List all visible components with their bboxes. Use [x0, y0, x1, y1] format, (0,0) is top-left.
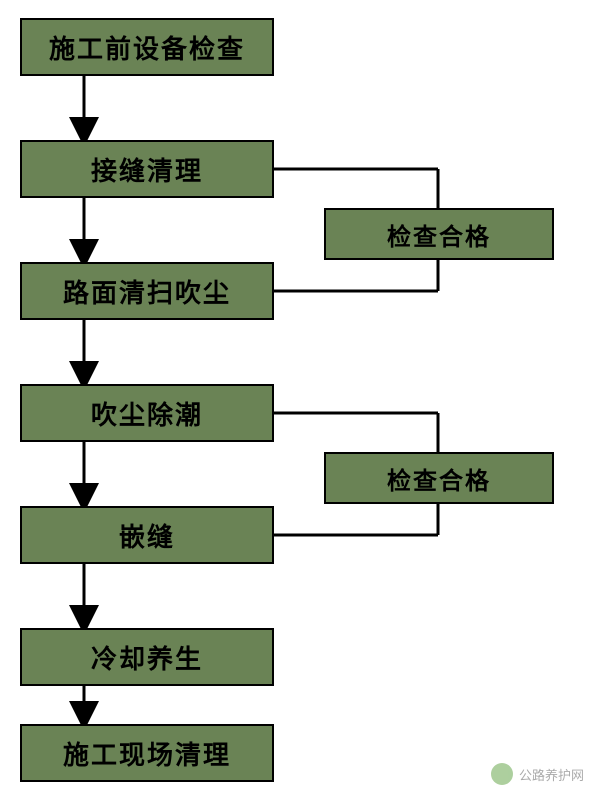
flow-node-label: 接缝清理	[91, 151, 203, 188]
flow-node-label: 路面清扫吹尘	[63, 273, 231, 310]
flow-node-n6: 冷却养生	[20, 628, 274, 686]
flow-node-label: 施工现场清理	[63, 735, 231, 772]
flow-node-label: 冷却养生	[91, 639, 203, 676]
flow-node-n2: 接缝清理	[20, 140, 274, 198]
flow-node-label: 嵌缝	[119, 517, 175, 554]
flow-node-label: 吹尘除潮	[91, 395, 203, 432]
flow-node-label: 检查合格	[387, 217, 491, 252]
flow-node-n5: 嵌缝	[20, 506, 274, 564]
flow-node-n1: 施工前设备检查	[20, 18, 274, 76]
flow-node-n4: 吹尘除潮	[20, 384, 274, 442]
watermark-text: 公路养护网	[519, 765, 584, 784]
flow-node-label: 施工前设备检查	[49, 29, 245, 66]
road-icon	[491, 763, 513, 785]
flow-node-label: 检查合格	[387, 461, 491, 496]
flow-node-c2: 检查合格	[324, 452, 554, 504]
watermark: 公路养护网	[491, 763, 584, 785]
flow-node-c1: 检查合格	[324, 208, 554, 260]
flow-node-n7: 施工现场清理	[20, 724, 274, 782]
flow-node-n3: 路面清扫吹尘	[20, 262, 274, 320]
